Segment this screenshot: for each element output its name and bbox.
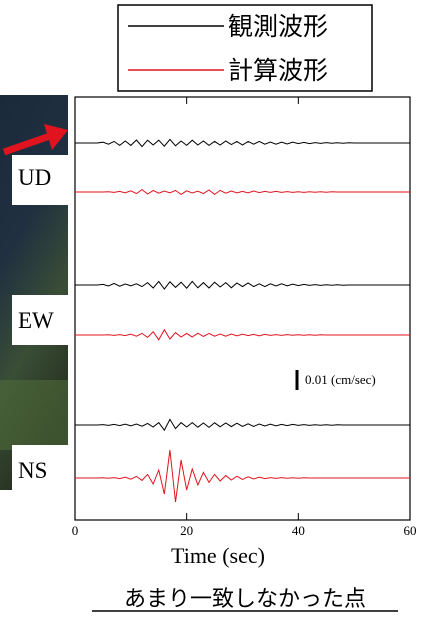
legend-label: 計算波形 <box>228 56 328 85</box>
waveform <box>75 449 410 503</box>
photo-detail <box>0 380 68 450</box>
x-tick-label: 20 <box>180 523 193 538</box>
waveform <box>75 280 410 290</box>
component-label: NS <box>18 458 47 483</box>
component-label: EW <box>18 308 54 333</box>
waveform <box>75 138 410 148</box>
label-bg <box>12 445 68 495</box>
scale-bar-label: 0.01 (cm/sec) <box>305 372 376 387</box>
x-axis-label: Time (sec) <box>171 543 265 568</box>
waveform <box>75 188 410 196</box>
x-tick-label: 40 <box>292 523 305 538</box>
waveform <box>75 418 410 432</box>
arrow-shaft <box>2 132 52 156</box>
x-tick-label: 0 <box>72 523 79 538</box>
plot-frame <box>74 96 411 521</box>
legend-label: 観測波形 <box>228 12 328 41</box>
arrow-head <box>44 124 68 150</box>
label-bg <box>12 155 68 205</box>
component-label: UD <box>18 165 51 190</box>
label-bg <box>12 295 68 345</box>
waveform <box>75 328 410 341</box>
legend <box>117 4 373 92</box>
x-tick-label: 60 <box>404 523 417 538</box>
caption: あまり一致しなかった点 <box>124 587 366 612</box>
